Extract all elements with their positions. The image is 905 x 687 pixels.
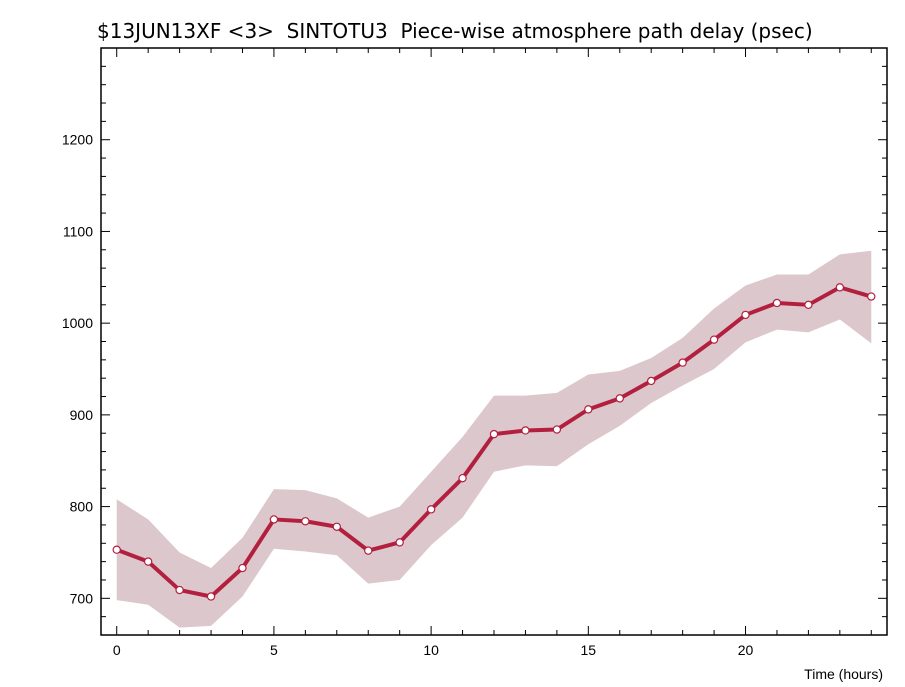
data-point (206, 592, 216, 601)
data-point (332, 522, 341, 531)
x-tick-label: 0 (113, 642, 121, 658)
data-point (615, 394, 624, 403)
x-tick-label: 15 (581, 642, 597, 658)
data-point (772, 298, 782, 308)
data-point (867, 292, 876, 301)
data-point (458, 473, 467, 483)
data-point (584, 405, 593, 414)
data-point (835, 283, 845, 292)
data-point (143, 557, 153, 566)
data-point (804, 300, 813, 310)
data-point-layer (112, 283, 876, 601)
data-point (269, 515, 279, 524)
data-point (741, 310, 750, 320)
data-point (364, 546, 373, 555)
y-tick-label: 1000 (62, 315, 93, 331)
x-tick-label: 10 (423, 642, 439, 658)
y-tick-label: 800 (70, 499, 94, 515)
data-point (426, 505, 436, 514)
x-axis-label: Time (hours) (804, 666, 883, 682)
tick-layer: 0 5 10 15 20 700 800 900 1000 1100 1200 (62, 47, 887, 658)
chart-title: $13JUN13XF <3> SINTOTU3 Piece-wise atmos… (97, 19, 813, 43)
plot-frame (100, 47, 888, 636)
data-point (489, 429, 499, 439)
y-tick-label: 1100 (63, 223, 93, 239)
uncertainty-band (116, 250, 872, 628)
data-point (395, 538, 404, 547)
x-tick-label: 5 (270, 642, 278, 658)
data-point (521, 426, 530, 435)
data-point (112, 545, 121, 554)
data-point (552, 425, 562, 434)
data-point (238, 563, 247, 573)
data-point (647, 376, 656, 386)
y-tick-label: 1200 (62, 132, 93, 148)
data-point (678, 358, 687, 367)
y-tick-label: 900 (70, 407, 94, 423)
y-tick-label: 700 (70, 590, 94, 606)
data-point (301, 517, 310, 526)
data-point (709, 335, 719, 344)
data-point (175, 585, 184, 595)
x-tick-label: 20 (738, 642, 754, 658)
uncertainty-band-layer (116, 250, 872, 628)
